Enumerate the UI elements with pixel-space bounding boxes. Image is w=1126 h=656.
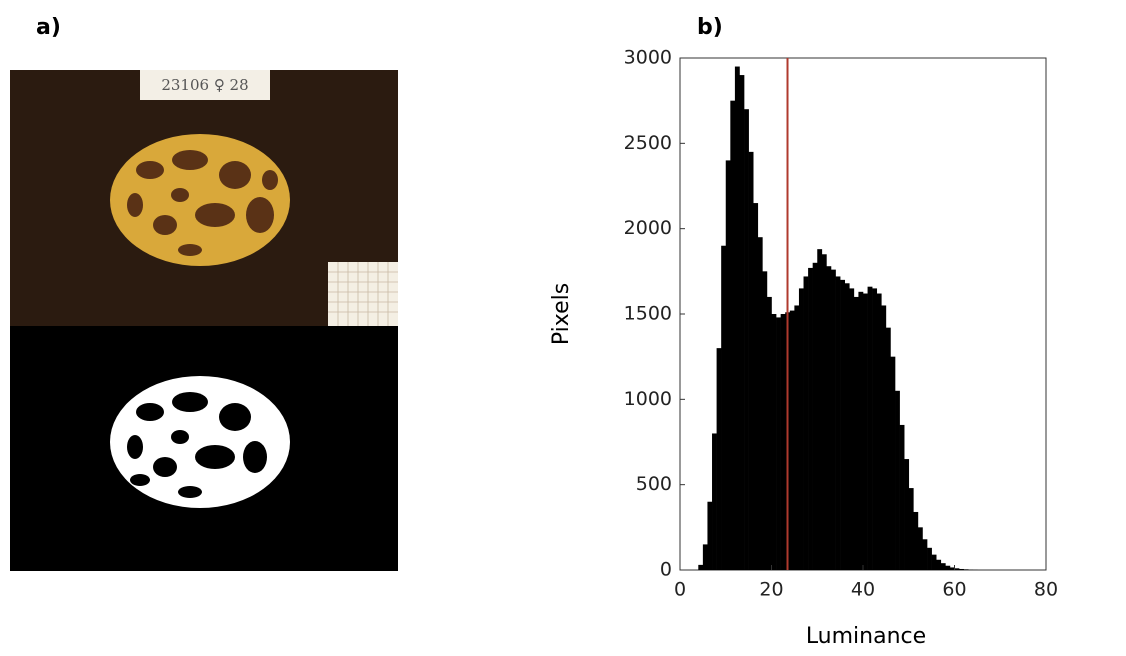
- x-tick-label: 0: [674, 579, 686, 601]
- bar: [845, 283, 850, 570]
- y-axis-label: Pixels: [549, 283, 574, 345]
- bar: [936, 560, 941, 570]
- bar: [959, 569, 964, 570]
- bar: [868, 287, 873, 570]
- bar: [794, 305, 799, 570]
- x-axis-label: Luminance: [806, 624, 926, 649]
- bar: [735, 67, 740, 570]
- y-tick-label: 1500: [624, 303, 672, 325]
- bar: [717, 348, 722, 570]
- bar: [703, 544, 708, 570]
- bar: [772, 314, 777, 570]
- bar: [863, 294, 868, 570]
- panel-label: a): [36, 15, 61, 40]
- bar: [881, 305, 886, 570]
- bar: [799, 288, 804, 570]
- specimen-label: 23106 ♀ 28: [161, 76, 248, 94]
- bar: [813, 263, 818, 570]
- bar: [804, 276, 809, 570]
- bar: [730, 101, 735, 570]
- bar: [762, 271, 767, 570]
- bar: [858, 292, 863, 570]
- bar: [808, 268, 813, 570]
- bar: [918, 527, 923, 570]
- bar: [913, 512, 918, 570]
- bar: [927, 548, 932, 570]
- bar: [822, 254, 827, 570]
- y-tick-label: 2500: [624, 132, 672, 154]
- bar: [840, 280, 845, 570]
- bar: [964, 569, 969, 570]
- bar: [872, 288, 877, 570]
- y-tick-label: 2000: [624, 217, 672, 239]
- bar: [698, 565, 703, 570]
- bar: [753, 203, 758, 570]
- bar: [932, 555, 937, 570]
- bar: [831, 270, 836, 570]
- bar: [877, 294, 882, 570]
- y-tick-label: 500: [636, 473, 672, 495]
- x-tick-label: 40: [851, 579, 875, 601]
- x-tick-label: 20: [759, 579, 783, 601]
- bar: [922, 539, 927, 570]
- bar: [758, 237, 763, 570]
- bar: [886, 328, 891, 570]
- figure: a) b) 23106 ♀ 28 0 500 1000 1500 2000 2500 300…: [0, 0, 1126, 652]
- bar: [941, 563, 946, 570]
- bar: [749, 152, 754, 570]
- x-tick-label: 80: [1034, 579, 1058, 601]
- x-tick-label: 60: [942, 579, 966, 601]
- bar: [721, 246, 726, 570]
- bar: [817, 249, 822, 570]
- bar: [826, 266, 831, 570]
- bar: [854, 297, 859, 570]
- bar: [849, 288, 854, 570]
- panel-label: b): [697, 15, 723, 40]
- bar: [955, 568, 960, 570]
- bar: [904, 459, 909, 570]
- egg-photo: 23106 ♀ 28: [10, 70, 398, 571]
- y-tick-label: 0: [660, 559, 672, 581]
- y-tick-label: 1000: [624, 388, 672, 410]
- bar: [890, 357, 895, 570]
- bar: [707, 502, 712, 570]
- bar: [909, 488, 914, 570]
- y-tick-label: 3000: [624, 47, 672, 69]
- bar: [790, 311, 795, 570]
- bar: [726, 160, 731, 570]
- bar: [836, 276, 841, 570]
- bar: [744, 109, 749, 570]
- bar: [712, 433, 717, 570]
- bar: [945, 566, 950, 570]
- bar: [776, 317, 781, 570]
- bar: [739, 75, 744, 570]
- bar: [900, 425, 905, 570]
- bar: [895, 391, 900, 570]
- bar: [767, 297, 772, 570]
- bar: [781, 314, 786, 570]
